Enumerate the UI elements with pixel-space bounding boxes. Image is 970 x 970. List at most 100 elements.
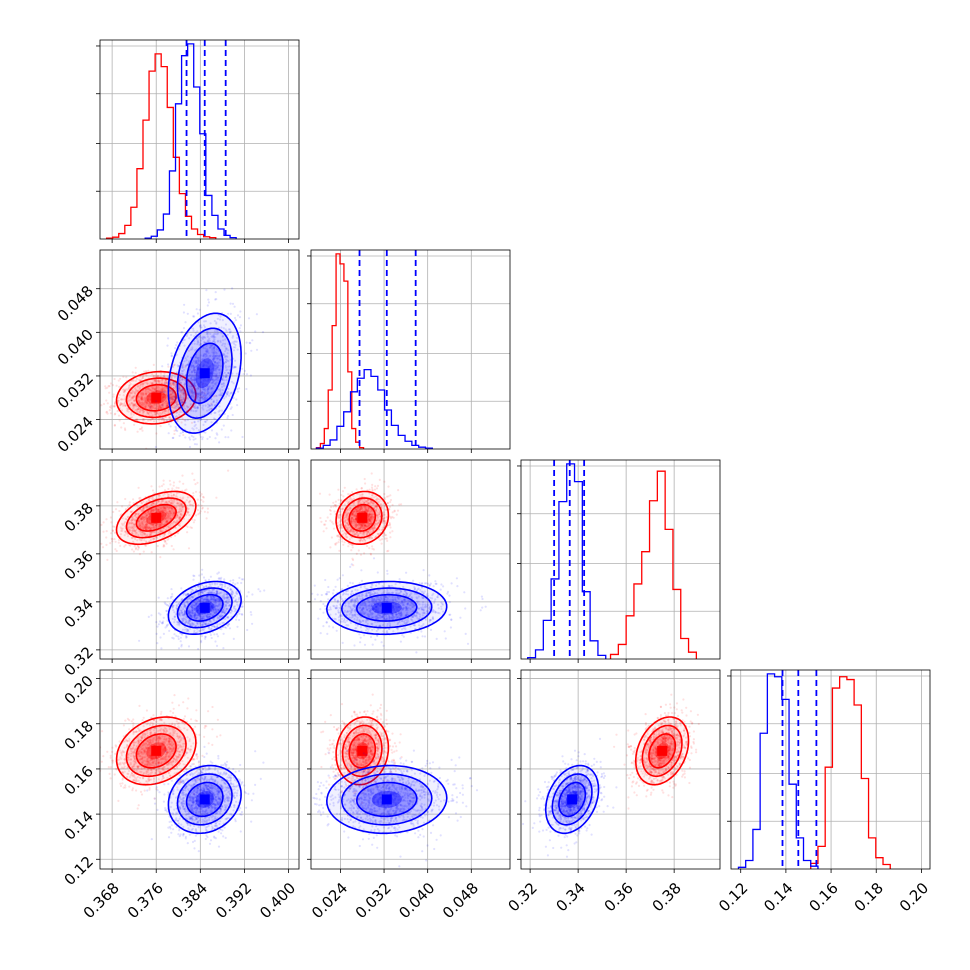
contour-blue	[167, 312, 242, 434]
panel-frame	[310, 669, 511, 870]
x-tick-label-p1: 0.400	[256, 879, 299, 922]
peak-bin-red	[151, 392, 162, 403]
x-tick-label-p1: 0.384	[168, 879, 211, 922]
scatter-panel-p2-p4	[307, 669, 511, 873]
panel-content	[312, 693, 479, 868]
x-tick-label-p4: 0.14	[760, 879, 796, 915]
contour-red	[635, 716, 690, 786]
x-tick-label-p3: 0.36	[601, 879, 637, 915]
x-tick-label-p4: 0.12	[715, 879, 751, 915]
contour-blue	[185, 781, 224, 818]
y-tick-label-p2: 0.024	[54, 413, 97, 456]
panel-content	[100, 469, 266, 651]
panel-content	[522, 693, 700, 858]
peak-bin-red	[151, 512, 162, 523]
contour-blue	[176, 587, 233, 629]
histogram-red-p3	[609, 470, 698, 659]
contour-red	[135, 383, 177, 412]
y-tick-label-p3: 0.38	[61, 499, 97, 535]
contour-red	[335, 716, 390, 786]
contour-red	[341, 497, 383, 539]
hist-panel-p3	[517, 459, 721, 663]
hist-panel-p2	[307, 249, 511, 453]
y-tick-label-p3: 0.34	[61, 595, 97, 631]
contour-red	[341, 724, 383, 778]
histogram-red-p4	[810, 676, 891, 869]
x-tick-label-p2: 0.048	[439, 879, 482, 922]
x-tick-label-p4: 0.20	[896, 879, 932, 915]
contour-red	[115, 716, 197, 786]
peak-bin-red	[357, 745, 368, 756]
contour-blue	[340, 587, 433, 629]
contour-red	[641, 724, 683, 778]
y-tick-label-p2: 0.040	[54, 326, 97, 369]
hist-panel-p1	[96, 39, 300, 243]
x-tick-label-p3: 0.38	[649, 879, 685, 915]
peak-bin-red	[357, 512, 368, 523]
x-tick-label-p1: 0.376	[124, 879, 167, 922]
contour-blue	[355, 593, 418, 622]
contour-red	[135, 503, 177, 532]
x-tick-label-p1: 0.368	[80, 879, 123, 922]
y-tick-label-p4: 0.14	[61, 807, 97, 843]
contour-blue	[176, 773, 233, 826]
panel-frame	[520, 459, 721, 660]
panel-frame	[99, 669, 300, 870]
peak-bin-blue	[567, 794, 578, 805]
y-tick-label-p4: 0.16	[61, 762, 97, 798]
panel-frame	[520, 669, 721, 870]
contour-red	[115, 370, 197, 425]
contour-red	[335, 490, 390, 545]
contour-blue	[325, 764, 448, 835]
scatter-panel-p1-p3	[96, 459, 300, 663]
panel-content	[100, 40, 299, 239]
y-tick-label-p4: 0.18	[61, 717, 97, 753]
peak-bin-blue	[199, 368, 210, 379]
histogram-blue-p4	[737, 673, 819, 869]
contour-red	[135, 733, 177, 769]
panel-content	[731, 670, 930, 869]
y-tick-label-p3: 0.36	[61, 547, 97, 583]
scatter-panel-p2-p3	[307, 459, 511, 663]
hist-panel-p4	[727, 669, 931, 873]
panel-frame	[310, 249, 511, 450]
contour-blue	[551, 773, 593, 826]
x-tick-label-p2: 0.024	[308, 879, 351, 922]
contour-red	[648, 733, 677, 769]
peak-bin-red	[151, 745, 162, 756]
histogram-red-p2	[315, 253, 365, 449]
y-tick-label-p4: 0.20	[61, 672, 97, 708]
peak-bin-blue	[199, 602, 210, 613]
histogram-blue-p3	[527, 463, 607, 659]
peak-bin-blue	[381, 794, 392, 805]
samples-red	[318, 472, 403, 567]
scatter-panel-p1-p4	[96, 669, 300, 873]
samples-blue	[312, 747, 479, 868]
x-tick-label-p4: 0.16	[805, 879, 841, 915]
histogram-blue-p2	[315, 368, 433, 449]
histogram-blue-p1	[144, 43, 237, 239]
contour-red	[115, 490, 197, 546]
panel-frame	[99, 39, 300, 240]
scatter-panel-p3-p4	[517, 669, 721, 873]
panel-frame	[730, 669, 931, 870]
y-tick-label-p3: 0.32	[61, 643, 97, 679]
x-tick-label-p2: 0.032	[352, 879, 395, 922]
x-tick-label-p3: 0.34	[553, 879, 589, 915]
panel-content	[100, 694, 265, 853]
panel-frame	[310, 459, 511, 660]
peak-bin-blue	[199, 794, 210, 805]
y-tick-label-p4: 0.12	[61, 853, 97, 889]
panel-content	[521, 460, 720, 659]
contour-red	[125, 724, 187, 778]
contour-blue	[558, 781, 587, 818]
contour-blue	[355, 781, 418, 818]
y-tick-label-p2: 0.048	[54, 282, 97, 325]
contour-red	[348, 503, 377, 532]
x-tick-label-p2: 0.040	[395, 879, 438, 922]
panel-content	[311, 472, 487, 654]
x-tick-label-p3: 0.32	[505, 879, 541, 915]
histogram-red-p1	[105, 53, 217, 239]
scatter-panel-p1-p2	[96, 249, 300, 453]
